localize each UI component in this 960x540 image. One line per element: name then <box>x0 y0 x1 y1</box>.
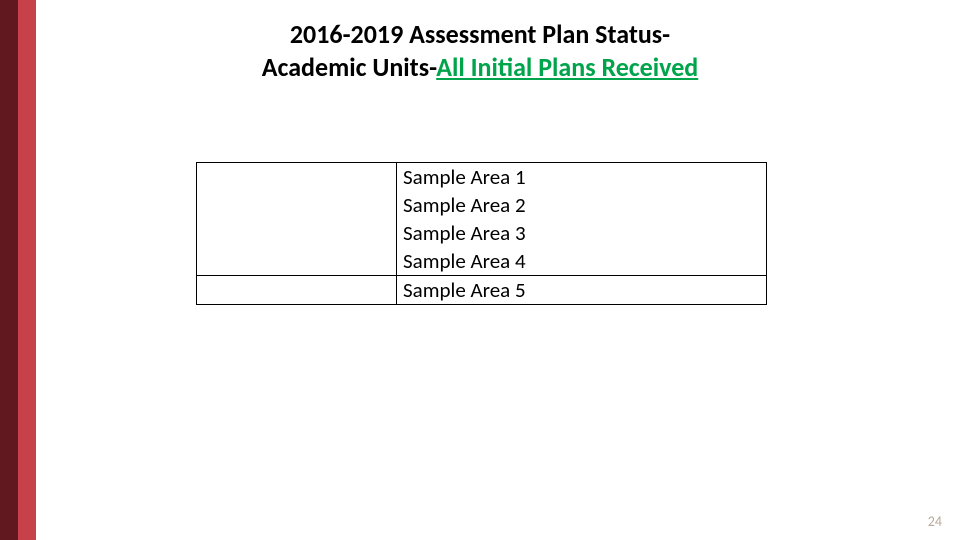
title-line2-highlight: All Initial Plans Received <box>436 51 698 83</box>
area-line: Sample Area 4 <box>403 247 760 275</box>
title-line1: 2016-2019 Assessment Plan Status- <box>290 18 670 50</box>
page-number: 24 <box>928 513 942 530</box>
slide-title: 2016-2019 Assessment Plan Status- Academ… <box>0 18 960 83</box>
area-line: Sample Area 3 <box>403 219 760 247</box>
areas-table-container: Sample Area 1 Sample Area 2 Sample Area … <box>196 162 766 305</box>
table-cell-left <box>197 276 397 305</box>
areas-table: Sample Area 1 Sample Area 2 Sample Area … <box>196 162 767 305</box>
table-cell-right: Sample Area 5 <box>397 276 767 305</box>
area-line: Sample Area 2 <box>403 191 760 219</box>
table-cell-left <box>197 163 397 276</box>
title-line2-prefix: Academic Units- <box>262 51 436 83</box>
area-line: Sample Area 1 <box>403 163 760 191</box>
table-row: Sample Area 1 Sample Area 2 Sample Area … <box>197 163 767 276</box>
table-cell-right: Sample Area 1 Sample Area 2 Sample Area … <box>397 163 767 276</box>
table-row: Sample Area 5 <box>197 276 767 305</box>
